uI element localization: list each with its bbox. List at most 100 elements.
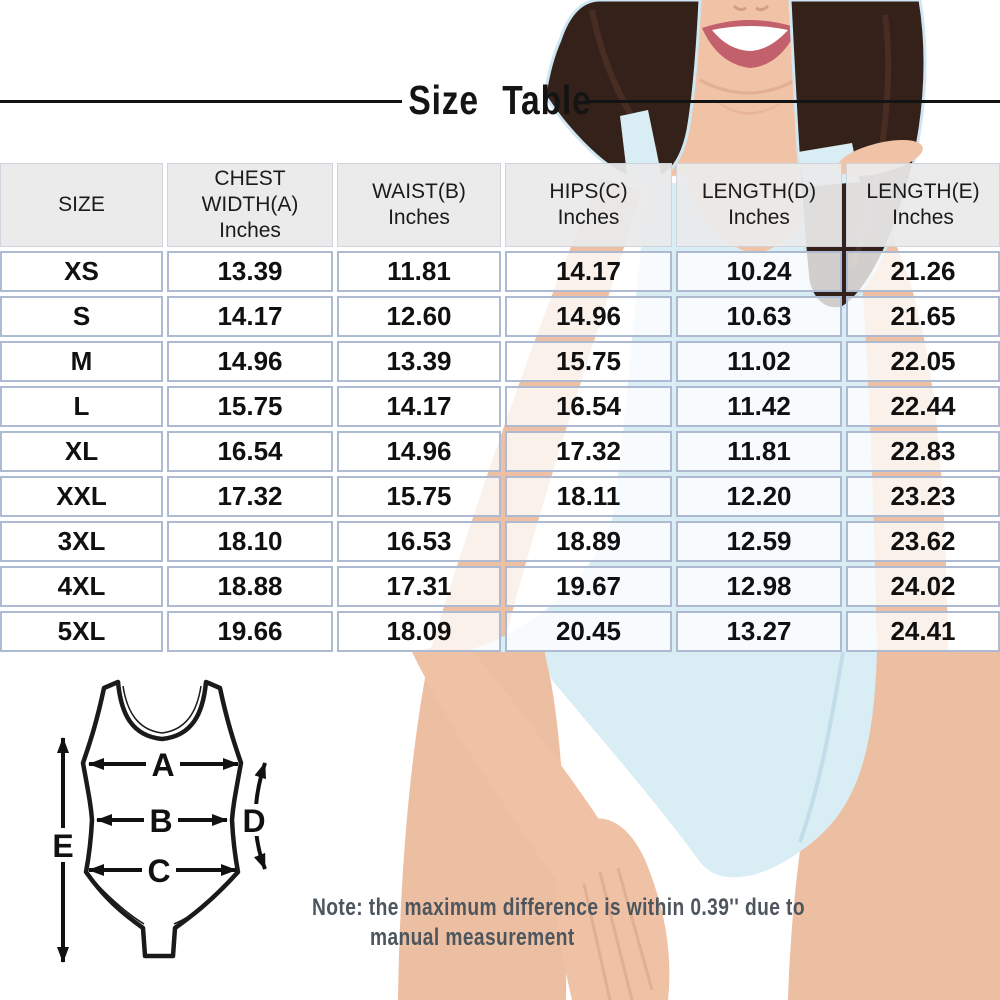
value-cell-waist_b: 16.53 — [337, 521, 501, 562]
header-cell-chest_width_a: CHEST WIDTH(A) Inches — [167, 163, 333, 247]
value-cell-length_d: 10.24 — [676, 251, 842, 292]
size-table: SIZE CHEST WIDTH(A) Inches WAIST(B) Inches HIP… — [0, 163, 1000, 652]
value-cell-length_d: 13.27 — [676, 611, 842, 652]
size-cell: S — [0, 296, 163, 337]
label-waist: B — [149, 803, 172, 839]
value-cell-hips_c: 18.89 — [505, 521, 672, 562]
finger-lines — [582, 867, 654, 1000]
header-cell-length_d: LENGTH(D) Inches — [676, 163, 842, 247]
diagram-leg-inner — [88, 875, 236, 925]
size-cell: M — [0, 341, 163, 382]
size-cell: XS — [0, 251, 163, 292]
value-cell-chest_width_a: 18.88 — [167, 566, 333, 607]
value-cell-waist_b: 14.96 — [337, 431, 501, 472]
value-cell-chest_width_a: 13.39 — [167, 251, 333, 292]
label-chest: A — [151, 747, 174, 783]
swimsuit-bottom — [450, 652, 877, 878]
label-hips: C — [147, 853, 170, 889]
value-cell-hips_c: 16.54 — [505, 386, 672, 427]
value-cell-chest_width_a: 19.66 — [167, 611, 333, 652]
note-line-1: Note: the maximum difference is within 0… — [312, 894, 805, 921]
value-cell-chest_width_a: 16.54 — [167, 431, 333, 472]
value-cell-hips_c: 17.32 — [505, 431, 672, 472]
value-cell-length_d: 11.42 — [676, 386, 842, 427]
header-line: WIDTH(A) — [201, 193, 299, 216]
value-cell-waist_b: 18.09 — [337, 611, 501, 652]
label-d-bg — [237, 804, 271, 836]
header-line: Inches — [892, 206, 954, 229]
header-line: LENGTH(D) — [701, 180, 817, 203]
value-cell-length_e: 22.44 — [846, 386, 1000, 427]
nose-hint — [732, 4, 770, 12]
size-cell: XL — [0, 431, 163, 472]
label-b-bg — [144, 804, 178, 836]
value-cell-hips_c: 18.11 — [505, 476, 672, 517]
label-c-bg — [142, 854, 176, 886]
size-cell: L — [0, 386, 163, 427]
value-cell-length_d: 12.59 — [676, 521, 842, 562]
label-e-bg — [47, 828, 79, 862]
value-cell-length_d: 10.63 — [676, 296, 842, 337]
size-cell: 3XL — [0, 521, 163, 562]
value-cell-hips_c: 20.45 — [505, 611, 672, 652]
hair-left — [543, 0, 702, 182]
header-cell-waist_b: WAIST(B) Inches — [337, 163, 501, 247]
jaw-shading — [699, 78, 797, 95]
value-cell-length_d: 12.20 — [676, 476, 842, 517]
header-cell-size: SIZE — [0, 163, 163, 247]
diagram-neckline-inner — [122, 685, 202, 734]
value-cell-length_e: 22.83 — [846, 431, 1000, 472]
value-cell-waist_b: 11.81 — [337, 251, 501, 292]
header-line: CHEST — [214, 167, 286, 190]
swimsuit-measurement-diagram: E A B C D — [47, 679, 271, 963]
label-full-length: E — [52, 828, 73, 864]
value-cell-length_e: 21.65 — [846, 296, 1000, 337]
value-cell-chest_width_a: 14.96 — [167, 341, 333, 382]
model-forearm — [412, 640, 616, 882]
header-cell-hips_c: HIPS(C) Inches — [505, 163, 672, 247]
size-cell: 5XL — [0, 611, 163, 652]
value-cell-length_e: 24.41 — [846, 611, 1000, 652]
value-cell-waist_b: 12.60 — [337, 296, 501, 337]
label-side-length: D — [242, 803, 265, 839]
value-cell-length_d: 12.98 — [676, 566, 842, 607]
header-line: Inches — [219, 219, 281, 242]
note-line-2: manual measurement — [370, 924, 575, 951]
value-cell-hips_c: 19.67 — [505, 566, 672, 607]
header-line: LENGTH(E) — [866, 180, 980, 203]
value-cell-waist_b: 17.31 — [337, 566, 501, 607]
swimsuit-leg-edge — [798, 651, 845, 843]
value-cell-waist_b: 15.75 — [337, 476, 501, 517]
header-line: WAIST(B) — [372, 180, 466, 203]
title-rule-right — [589, 100, 1000, 103]
value-cell-length_d: 11.02 — [676, 341, 842, 382]
header-line: Inches — [557, 206, 620, 229]
value-cell-chest_width_a: 15.75 — [167, 386, 333, 427]
value-cell-length_e: 24.02 — [846, 566, 1000, 607]
value-cell-hips_c: 14.17 — [505, 251, 672, 292]
header-line: HIPS(C) — [549, 180, 628, 203]
size-cell: 4XL — [0, 566, 163, 607]
label-a-bg — [146, 748, 180, 780]
value-cell-waist_b: 14.17 — [337, 386, 501, 427]
teeth — [712, 26, 788, 51]
header-line: Inches — [728, 206, 790, 229]
value-cell-length_e: 22.05 — [846, 341, 1000, 382]
value-cell-chest_width_a: 14.17 — [167, 296, 333, 337]
value-cell-chest_width_a: 17.32 — [167, 476, 333, 517]
header-cell-length_e: LENGTH(E) Inches — [846, 163, 1000, 247]
header-line: Inches — [388, 206, 450, 229]
value-cell-length_e: 21.26 — [846, 251, 1000, 292]
value-cell-hips_c: 15.75 — [505, 341, 672, 382]
value-cell-length_e: 23.23 — [846, 476, 1000, 517]
title-rule-left — [0, 100, 402, 103]
value-cell-length_e: 23.62 — [846, 521, 1000, 562]
header-line: SIZE — [58, 193, 105, 216]
value-cell-hips_c: 14.96 — [505, 296, 672, 337]
value-cell-chest_width_a: 18.10 — [167, 521, 333, 562]
value-cell-length_d: 11.81 — [676, 431, 842, 472]
value-cell-waist_b: 13.39 — [337, 341, 501, 382]
page-title: Size Table — [408, 77, 592, 123]
size-cell: XXL — [0, 476, 163, 517]
